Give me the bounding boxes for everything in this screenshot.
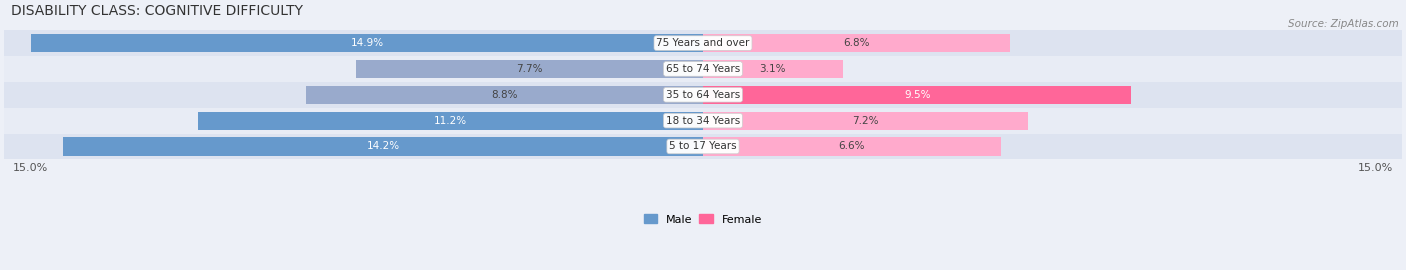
Text: 7.2%: 7.2% xyxy=(852,116,879,126)
Bar xyxy=(703,60,842,78)
Bar xyxy=(703,137,1001,156)
Bar xyxy=(703,112,1028,130)
Text: DISABILITY CLASS: COGNITIVE DIFFICULTY: DISABILITY CLASS: COGNITIVE DIFFICULTY xyxy=(11,4,304,18)
Bar xyxy=(703,86,1132,104)
Legend: Male, Female: Male, Female xyxy=(640,210,766,229)
Bar xyxy=(703,34,1010,52)
Text: 75 Years and over: 75 Years and over xyxy=(657,38,749,48)
Text: 8.8%: 8.8% xyxy=(491,90,517,100)
Text: 14.2%: 14.2% xyxy=(367,141,399,151)
Text: 9.5%: 9.5% xyxy=(904,90,931,100)
Bar xyxy=(63,137,703,156)
Text: 35 to 64 Years: 35 to 64 Years xyxy=(666,90,740,100)
Bar xyxy=(0,134,1406,159)
Bar xyxy=(0,108,1406,134)
Text: 15.0%: 15.0% xyxy=(1358,163,1393,173)
Bar xyxy=(198,112,703,130)
Text: 15.0%: 15.0% xyxy=(13,163,48,173)
Text: 7.7%: 7.7% xyxy=(516,64,543,74)
Text: 11.2%: 11.2% xyxy=(434,116,467,126)
Text: Source: ZipAtlas.com: Source: ZipAtlas.com xyxy=(1288,19,1399,29)
Text: 3.1%: 3.1% xyxy=(759,64,786,74)
Text: 65 to 74 Years: 65 to 74 Years xyxy=(666,64,740,74)
Text: 6.6%: 6.6% xyxy=(838,141,865,151)
Text: 6.8%: 6.8% xyxy=(844,38,869,48)
Bar xyxy=(0,82,1406,108)
Text: 5 to 17 Years: 5 to 17 Years xyxy=(669,141,737,151)
Text: 18 to 34 Years: 18 to 34 Years xyxy=(666,116,740,126)
Bar xyxy=(0,30,1406,56)
Bar xyxy=(31,34,703,52)
Bar xyxy=(307,86,703,104)
Bar xyxy=(356,60,703,78)
Bar xyxy=(0,56,1406,82)
Text: 14.9%: 14.9% xyxy=(350,38,384,48)
